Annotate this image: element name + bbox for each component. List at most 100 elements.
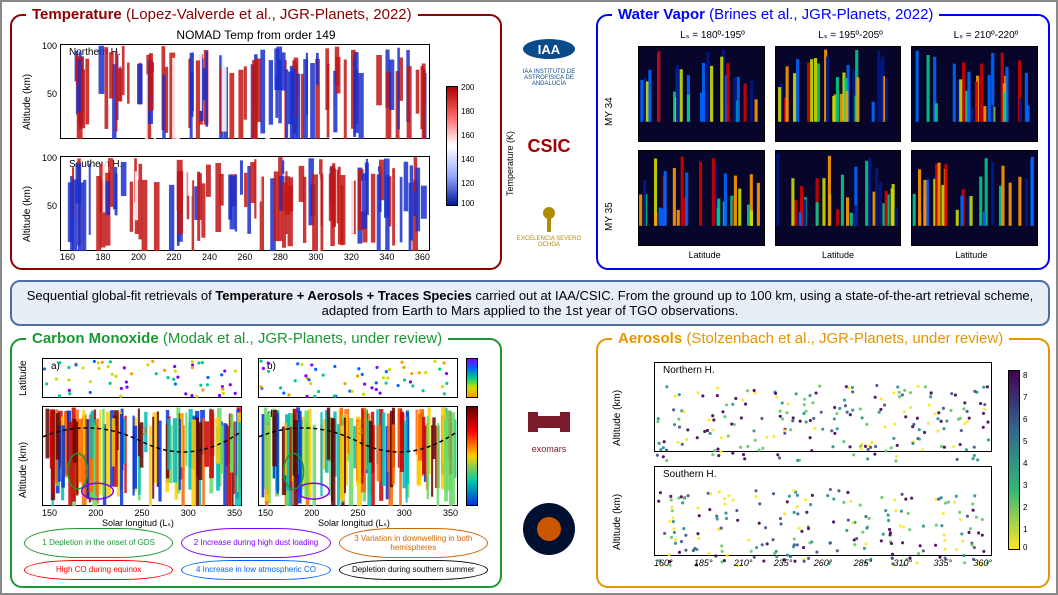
co-title-label: Carbon Monoxide [32,330,159,347]
ytick: 100 [37,153,57,163]
nomad-logo [521,501,577,559]
co-d: d)3 [258,406,458,506]
temperature-citation: (Lopez-Valverde et al., JGR-Planets, 202… [126,6,412,23]
xtick: 185° [694,558,713,568]
aero-xticks: 160° 185° 210° 235° 260° 285° 310° 335° … [654,558,992,568]
xtick: 300 [308,252,323,264]
xtick: 250 [350,508,365,518]
temperature-title-label: Temperature [32,6,122,23]
cb-tick: 140 [461,155,474,164]
cb-tick: 100 [461,199,474,208]
co-cb-top [466,358,478,398]
ytick: 100 [37,41,57,51]
cb-tick: 5 [1023,437,1027,446]
xtick: 300 [397,508,412,518]
water-panel: Water Vapor (Brines et al., JGR-Planets,… [596,14,1050,270]
wv-col-0: Lₛ = 180º-195º [650,30,775,41]
wv-grid [638,46,1038,246]
xtick: 160° [654,558,673,568]
aero-yl-n: Altitude (km) [612,432,623,446]
cb-tick: 6 [1023,415,1027,424]
xtick: 340 [379,252,394,264]
xtick: 210° [734,558,753,568]
aerosols-panel: Aerosols (Stolzenbach et al., JGR-Planet… [596,338,1050,588]
wv-col-2: Lₛ = 210º-220º [926,30,1046,41]
water-citation: (Brines et al., JGR-Planets, 2022) [709,6,933,23]
co-ylabel-top: Latitude [18,382,29,396]
wv-xlabel-row: Latitude Latitude Latitude [638,250,1038,260]
ytick: 50 [37,201,57,211]
xtick: 320 [344,252,359,264]
co-b: b) [258,358,458,398]
temp-north-heatmap [61,45,429,139]
co-legend: 1 Depletion in the onset of GDS2 Increas… [24,528,488,580]
cb-tick: 160 [461,131,474,140]
xtick: 250 [134,508,149,518]
temperature-title: Temperature (Lopez-Valverde et al., JGR-… [26,6,418,23]
temperature-chart-title: NOMAD Temp from order 149 [12,28,500,42]
cb-tick: 4 [1023,459,1027,468]
aero-cb: 8 7 6 5 4 3 2 1 0 [1008,370,1020,550]
exomars-text: exomars [524,444,574,454]
xtick: 220 [166,252,181,264]
iaa-text: IAA INSTITUTO DE ASTROFÍSICA DE ANDALUCÍ… [508,69,590,87]
xtick: 350 [443,508,458,518]
summary-banner: Sequential global-fit retrievals of Temp… [10,280,1050,326]
xtick: 150 [42,508,57,518]
temp-north-subplot: Northern H. 100 50 [60,44,430,139]
xtick: 260° [814,558,833,568]
xtick: 350 [227,508,242,518]
csic-logo: CSIC [527,136,570,157]
aerosols-title: Aerosols (Stolzenbach et al., JGR-Planet… [612,330,1009,347]
iaa-logo: IAA IAA INSTITUTO DE ASTROFÍSICA DE ANDA… [508,37,590,87]
cb-tick: 120 [461,179,474,188]
temp-south-subplot: Southern H. 100 50 [60,156,430,251]
xtick: 360 [415,252,430,264]
logos-column-top: IAA IAA INSTITUTO DE ASTROFÍSICA DE ANDA… [508,12,590,272]
wv-row-1: MY 35 [604,202,615,231]
exomars-logo: exomars [524,406,574,454]
xtick: 285° [854,558,873,568]
temp-ylabel-s: Altitude (km) [22,228,33,242]
xtick: 180 [95,252,110,264]
wv-xlabel: Latitude [955,250,987,260]
cb-tick: 0 [1023,543,1027,552]
aerosols-title-label: Aerosols [618,330,682,347]
temp-ylabel-n: Altitude (km) [22,116,33,130]
wv-cell [911,150,1038,246]
temp-colorbar: 200 180 160 140 120 100 [446,86,458,206]
cb-tick: 2 [1023,503,1027,512]
aero-north: Northern H. [654,362,992,452]
xtick: 200 [131,252,146,264]
severo-text: EXCELENCIA SEVERO OCHOA [508,236,590,248]
aerosols-citation: (Stolzenbach et al., JGR-Planets, under … [686,330,1003,347]
banner-text-a: Sequential global-fit retrievals of [27,288,216,303]
xtick: 200 [88,508,103,518]
logos-column-bottom: exomars [508,382,590,582]
cb-tick: 1 [1023,525,1027,534]
xtick: 335° [933,558,952,568]
cb-tick: 180 [461,107,474,116]
cb-tick: 7 [1023,393,1027,402]
xtick: 310° [894,558,913,568]
wv-cell [638,46,765,142]
wv-col-1: Lₛ = 195º-205º [788,30,913,41]
xtick: 260 [237,252,252,264]
cb-tick: 200 [461,83,474,92]
wv-cell [775,150,902,246]
xtick: 200 [304,508,319,518]
xtick: 160 [60,252,75,264]
wv-cell [775,46,902,142]
ytick: 50 [37,89,57,99]
temperature-panel: Temperature (Lopez-Valverde et al., JGR-… [10,14,502,270]
co-a: a) [42,358,242,398]
temp-south-heatmap [61,157,429,251]
xtick: 240 [202,252,217,264]
cb-tick: 8 [1023,371,1027,380]
xtick: 235° [774,558,793,568]
banner-text-b: Temperature + Aerosols + Traces Species [215,288,472,303]
water-title: Water Vapor (Brines et al., JGR-Planets,… [612,6,939,23]
wv-cell [911,46,1038,142]
aero-yl-s: Altitude (km) [612,536,623,550]
wv-xlabel: Latitude [822,250,854,260]
